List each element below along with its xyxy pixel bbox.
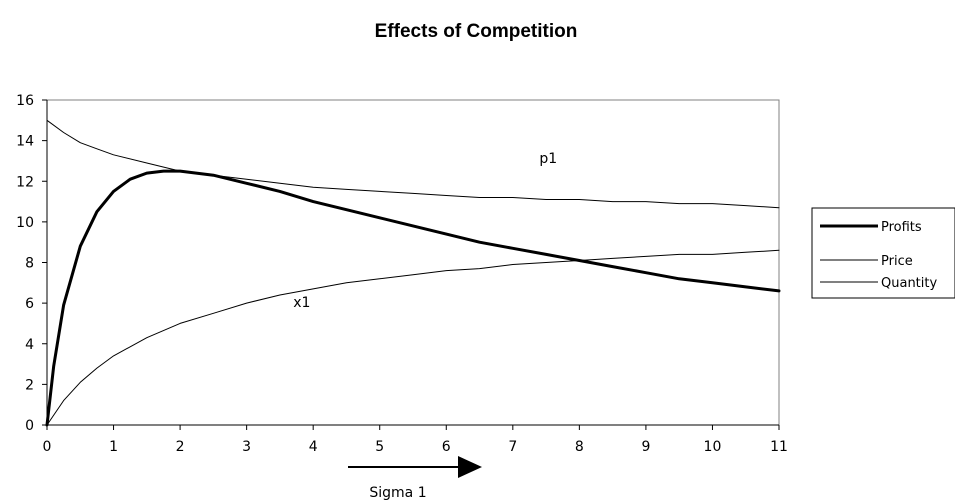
y-tick-label: 14 bbox=[16, 134, 34, 150]
y-tick-label: 16 bbox=[16, 93, 34, 109]
x-tick-label: 5 bbox=[375, 439, 384, 455]
legend-label-quantity: Quantity bbox=[881, 276, 937, 291]
chart-title: Effects of Competition bbox=[375, 21, 578, 42]
x-tick-label: 11 bbox=[770, 439, 788, 455]
y-tick-label: 0 bbox=[25, 418, 34, 434]
x-axis-arrow bbox=[348, 456, 482, 478]
x-tick-label: 6 bbox=[442, 439, 451, 455]
y-tick-label: 2 bbox=[25, 377, 34, 393]
y-tick-label: 12 bbox=[16, 174, 34, 190]
y-tick-label: 6 bbox=[25, 296, 34, 312]
x-tick-label: 7 bbox=[508, 439, 517, 455]
x-tick-label: 1 bbox=[109, 439, 118, 455]
legend-label-price: Price bbox=[881, 254, 913, 269]
annotation-x1: x1 bbox=[293, 295, 310, 311]
y-tick-label: 10 bbox=[16, 215, 34, 231]
series-line-profits bbox=[45, 169, 781, 427]
plot-area bbox=[46, 99, 780, 426]
annotation-p1: p1 bbox=[539, 151, 557, 167]
x-tick-label: 10 bbox=[704, 439, 722, 455]
y-tick-label: 8 bbox=[25, 256, 34, 272]
series-line-price bbox=[46, 119, 780, 209]
x-tick-label: 2 bbox=[176, 439, 185, 455]
x-tick-label: 4 bbox=[309, 439, 318, 455]
x-tick-label: 3 bbox=[242, 439, 251, 455]
y-tick-label: 4 bbox=[25, 337, 34, 353]
x-tick-label: 8 bbox=[575, 439, 584, 455]
legend: Profits Price Quantity bbox=[811, 207, 955, 299]
series-lines bbox=[45, 119, 781, 427]
legend-box bbox=[811, 207, 955, 299]
x-tick-label: 9 bbox=[641, 439, 650, 455]
x-axis-label: Sigma 1 bbox=[369, 485, 426, 501]
x-tick-label: 0 bbox=[43, 439, 52, 455]
series-line-quantity bbox=[46, 249, 780, 426]
legend-label-profits: Profits bbox=[881, 220, 922, 235]
